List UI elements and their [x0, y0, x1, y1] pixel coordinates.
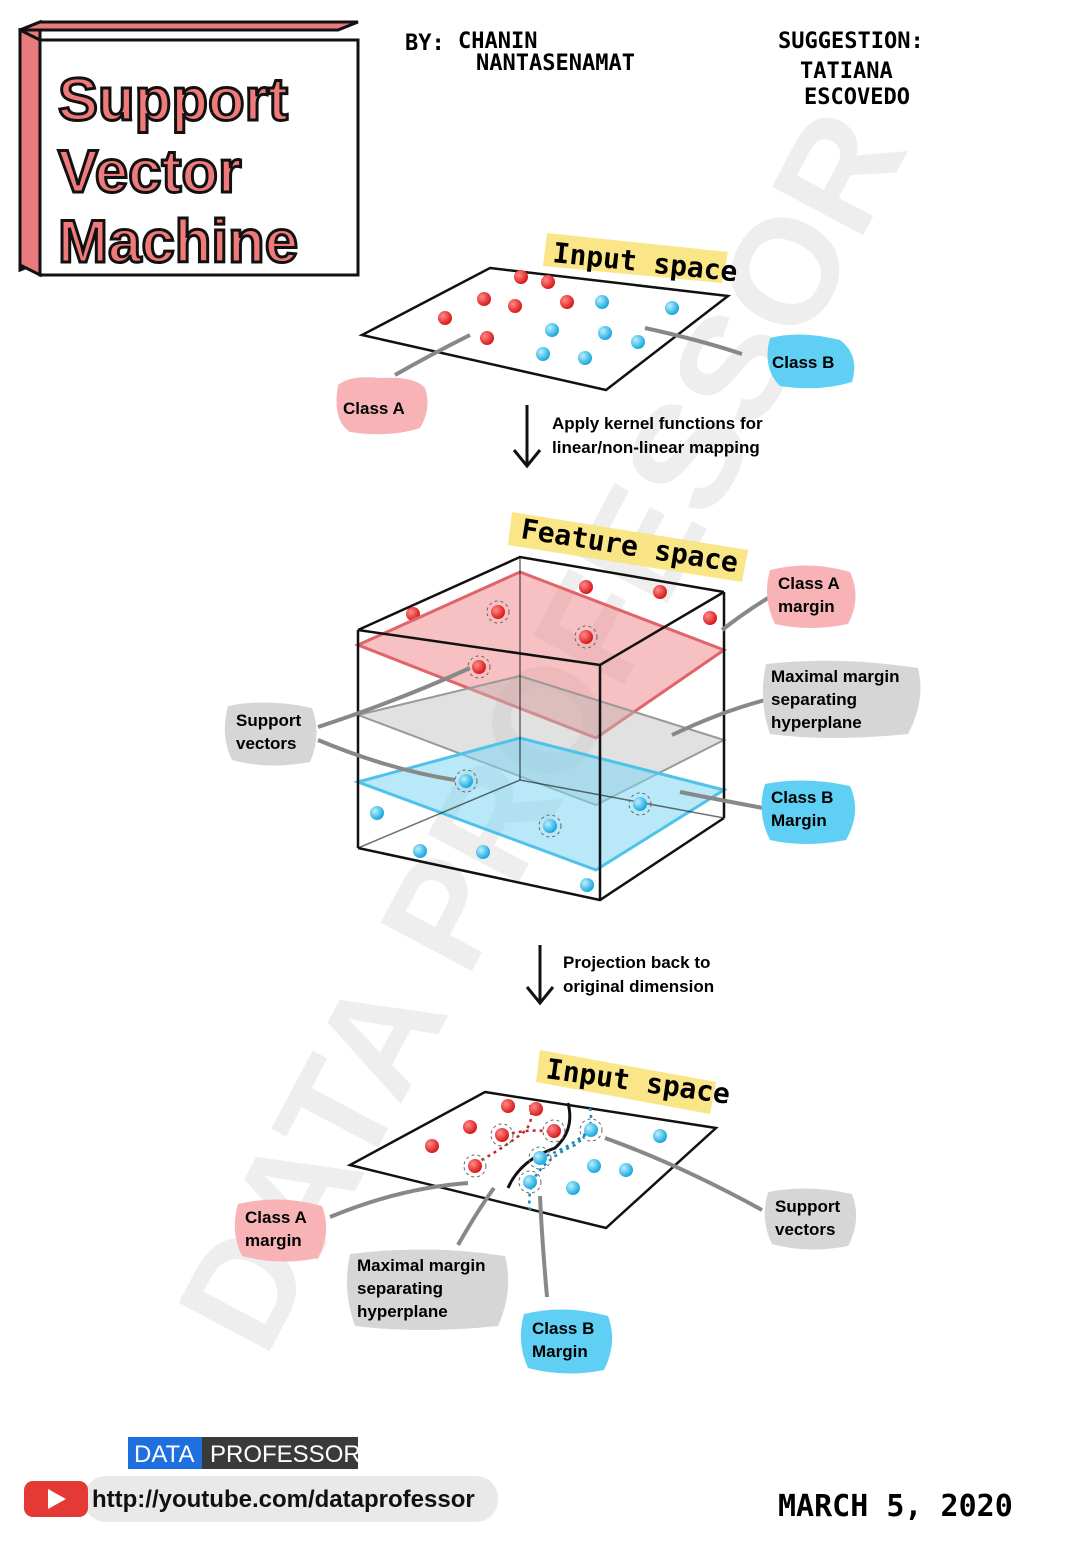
- class-b-point: [545, 323, 559, 337]
- svg-text:Maximal margin: Maximal margin: [357, 1256, 486, 1275]
- title-line-1: Support: [58, 66, 288, 133]
- youtube-url[interactable]: http://youtube.com/dataprofessor: [92, 1486, 475, 1513]
- arrow2-line-1: Projection back to: [563, 953, 710, 972]
- arrow1-line-1: Apply kernel functions for: [552, 414, 763, 433]
- title-box: Support Vector Machine: [18, 19, 360, 278]
- suggestion: SUGGESTION: TATIANA ESCOVEDO: [778, 29, 924, 110]
- data-professor-logo: DATA PROFESSOR: [128, 1437, 361, 1469]
- class-b-points: [536, 295, 679, 365]
- class-b-point: [598, 326, 612, 340]
- youtube-icon[interactable]: [24, 1481, 88, 1517]
- svg-text:hyperplane: hyperplane: [771, 713, 862, 732]
- svg-text:Class B: Class B: [772, 353, 834, 372]
- suggestion-label: SUGGESTION:: [778, 29, 924, 54]
- svg-text:Support: Support: [775, 1197, 840, 1216]
- class-a-point: [560, 295, 574, 309]
- tag-hyperplane-3: Maximal margin separating hyperplane: [346, 1249, 509, 1330]
- svg-text:Margin: Margin: [771, 811, 827, 830]
- tag-class-a-margin-3: Class A margin: [234, 1199, 327, 1262]
- class-a-points: [438, 270, 574, 345]
- class-b-point: [578, 351, 592, 365]
- tag-class-a-margin-2: Class A margin: [766, 565, 856, 628]
- tag-support-vectors-2: Support vectors: [224, 702, 317, 766]
- svg-text:Class A: Class A: [778, 574, 840, 593]
- arrow1-line-2: linear/non-linear mapping: [552, 438, 760, 457]
- tag-hyperplane-2: Maximal margin separating hyperplane: [762, 660, 921, 738]
- svg-text:vectors: vectors: [775, 1220, 835, 1239]
- svg-text:margin: margin: [778, 597, 835, 616]
- svg-text:DATA: DATA: [134, 1441, 194, 1468]
- tag-class-b-margin-3: Class B Margin: [520, 1309, 613, 1374]
- class-a-point: [514, 270, 528, 284]
- svg-text:PROFESSOR: PROFESSOR: [210, 1441, 361, 1468]
- tag-class-a-1: Class A: [336, 377, 428, 435]
- byline-name-2: NANTASENAMAT: [476, 51, 635, 76]
- class-b-point: [595, 295, 609, 309]
- class-b-point: [665, 301, 679, 315]
- panel3-title: Input space: [544, 1052, 732, 1110]
- svg-text:Maximal margin: Maximal margin: [771, 667, 900, 686]
- title-line-3: Machine: [58, 208, 298, 275]
- class-b-point: [631, 335, 645, 349]
- title-line-2: Vector: [58, 138, 241, 205]
- svg-text:Class A: Class A: [245, 1208, 307, 1227]
- svg-text:Class B: Class B: [771, 788, 833, 807]
- youtube-link[interactable]: http://youtube.com/dataprofessor: [24, 1476, 498, 1522]
- suggestion-name-1: TATIANA: [800, 59, 893, 84]
- svg-text:margin: margin: [245, 1231, 302, 1250]
- arrow2-line-2: original dimension: [563, 977, 714, 996]
- class-b-point: [536, 347, 550, 361]
- class-a-point: [438, 311, 452, 325]
- date: MARCH 5, 2020: [778, 1489, 1013, 1524]
- svg-text:Class B: Class B: [532, 1319, 594, 1338]
- svg-text:Margin: Margin: [532, 1342, 588, 1361]
- tag-support-vectors-3: Support vectors: [764, 1188, 857, 1250]
- svg-text:hyperplane: hyperplane: [357, 1302, 448, 1321]
- input-plane: [358, 266, 732, 392]
- class-a-point: [477, 292, 491, 306]
- panel-input-space-2: Input space: [234, 1050, 857, 1374]
- tag-class-b-1: Class B: [767, 334, 855, 389]
- svg-text:Support: Support: [236, 711, 301, 730]
- panel-feature-space: Feature space: [224, 512, 921, 902]
- svg-text:separating: separating: [357, 1279, 443, 1298]
- arrow-projection: Projection back to original dimension: [525, 945, 714, 1006]
- byline-name-1: CHANIN: [458, 29, 537, 54]
- byline: BY: CHANIN NANTASENAMAT: [405, 29, 635, 76]
- svg-text:vectors: vectors: [236, 734, 296, 753]
- svg-text:Class A: Class A: [343, 399, 405, 418]
- byline-prefix: BY:: [405, 31, 445, 56]
- suggestion-name-2: ESCOVEDO: [804, 85, 910, 110]
- class-a-point: [508, 299, 522, 313]
- tag-class-b-margin-2: Class B Margin: [761, 780, 856, 844]
- svg-text:separating: separating: [771, 690, 857, 709]
- arrow-kernel: Apply kernel functions for linear/non-li…: [512, 405, 763, 469]
- class-a-point: [480, 331, 494, 345]
- class-a-point: [541, 275, 555, 289]
